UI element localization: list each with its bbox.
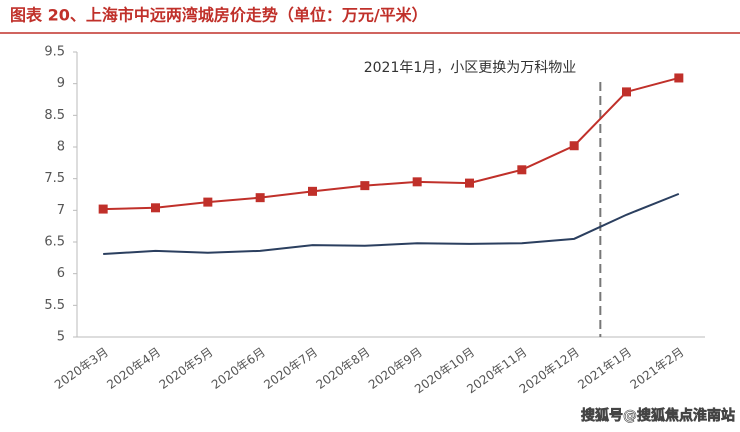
y-tick-label: 8.5 [44,108,65,123]
y-tick-label: 6 [57,266,65,281]
chart-title: 图表 20、上海市中远两湾城房价走势（单位：万元/平米） [10,6,428,25]
y-tick-label: 5.5 [44,298,65,313]
y-tick-label: 9.5 [44,45,65,60]
x-tick-label: 2021年2月 [628,345,687,392]
marker [465,178,474,188]
watermark: 搜狐号@搜狐焦点淮南站 [581,407,735,424]
marker [360,181,370,191]
series-line [103,192,680,256]
marker [674,73,684,83]
series-line [103,77,680,211]
x-tick-label: 2020年4月 [104,345,163,392]
annotation: 2021年1月，小区更换为万科物业 [364,59,577,76]
y-tick-label: 8 [57,140,65,155]
y-tick-label: 5 [57,330,65,345]
y-tick-label: 7.5 [44,171,65,186]
x-tick-label: 2020年3月 [52,345,111,392]
x-tick-label: 2020年7月 [261,345,320,392]
y-tick-label: 7 [57,203,65,218]
marker [412,177,422,187]
marker [151,203,160,213]
marker [308,186,317,196]
y-tick-label: 9 [57,76,65,91]
marker [622,87,631,97]
x-tick-label: 2020年8月 [314,345,373,392]
marker [517,165,527,175]
y-tick-label: 6.5 [44,235,65,250]
marker [255,193,265,203]
marker [203,197,213,207]
x-tick-label: 2020年6月 [209,345,268,392]
x-tick-label: 2021年1月 [575,345,634,392]
marker [98,204,108,214]
x-tick-label: 2020年5月 [157,345,216,392]
marker [569,141,579,151]
